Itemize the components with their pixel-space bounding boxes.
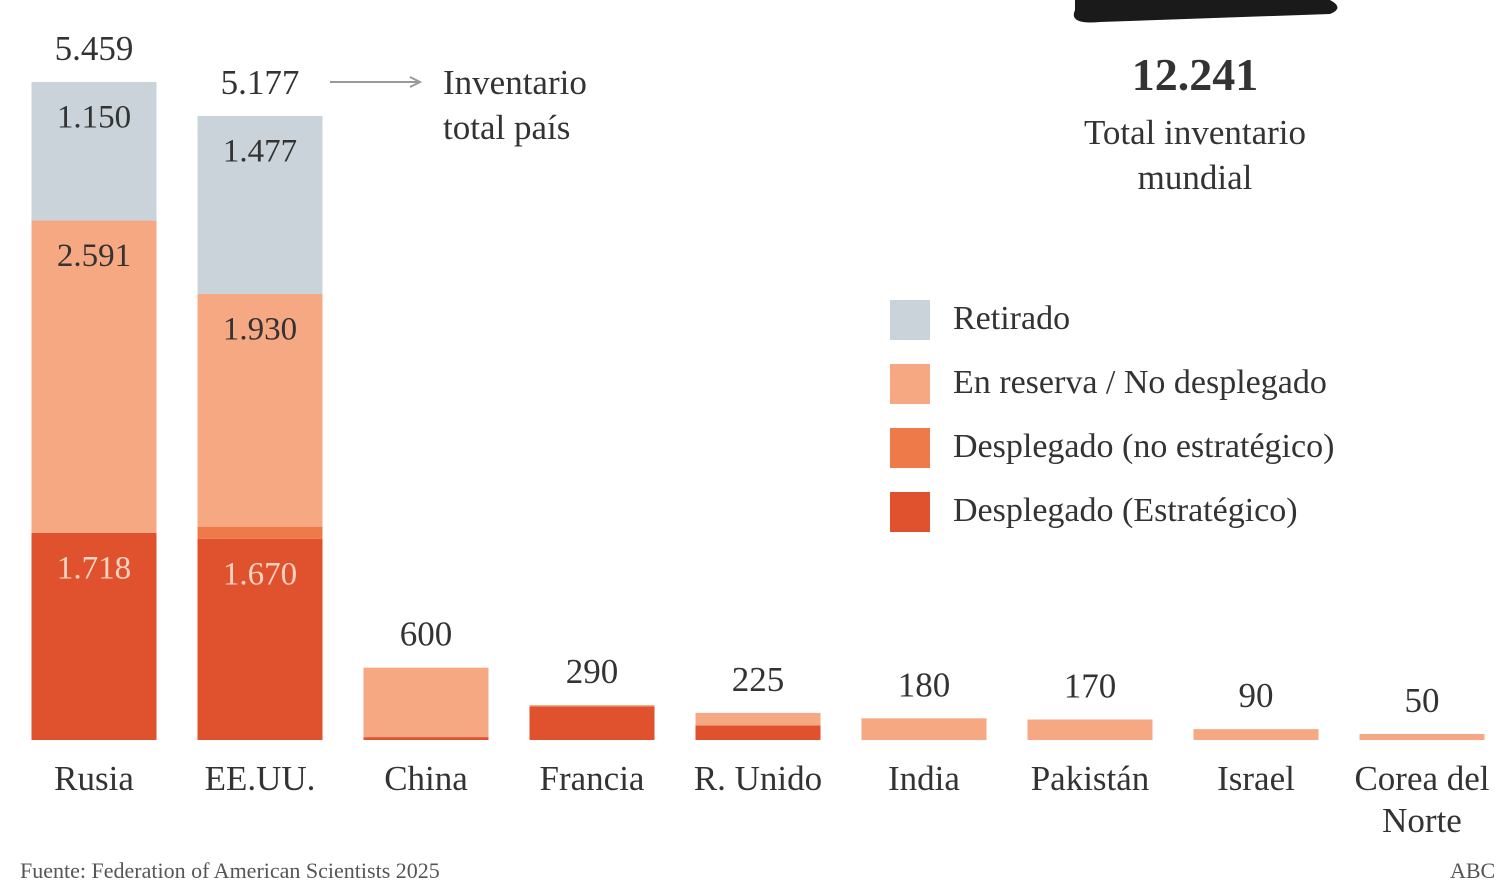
segment-label: 1.150 — [57, 100, 131, 136]
total-label: 50 — [1405, 681, 1440, 720]
total-label: 290 — [566, 652, 619, 691]
x-tick-label: Pakistán — [1030, 759, 1150, 798]
world-total-label: Total inventario mundial — [1083, 113, 1307, 197]
segment-label: 1.477 — [223, 134, 297, 170]
bar-segment — [1193, 729, 1319, 740]
bar-segment — [31, 81, 157, 221]
segment-label: 2.591 — [57, 238, 131, 274]
x-tick-label: EE.UU. — [204, 759, 316, 798]
segment-label: 1.718 — [57, 550, 131, 586]
legend-label: Desplegado (no estratégico) — [953, 428, 1334, 465]
country-total-note: Inventario total país — [443, 63, 587, 147]
legend-label: En reserva / No desplegado — [953, 364, 1327, 401]
bar-segment — [31, 532, 157, 740]
bar-segment — [529, 706, 655, 740]
bar-segment — [1027, 719, 1153, 740]
total-label: 225 — [732, 660, 785, 699]
bar-segment — [197, 115, 323, 294]
bar-segment — [695, 725, 821, 740]
source: Fuente: Federation of American Scientist… — [20, 858, 440, 881]
bar-segment — [363, 667, 489, 738]
bar-segment — [197, 526, 323, 539]
x-tick-label: China — [384, 759, 468, 798]
segment-label: 1.930 — [223, 312, 297, 348]
bar-segment — [861, 718, 987, 740]
world-total: 12.241 — [1131, 49, 1259, 100]
segment-label: 1.670 — [223, 556, 297, 592]
total-label: 180 — [898, 665, 951, 704]
total-label: 600 — [400, 615, 453, 654]
bar-segment — [1359, 733, 1485, 740]
bar-segment — [695, 712, 821, 726]
x-tick-label: Francia — [539, 759, 645, 798]
legend-swatch — [890, 300, 930, 340]
arrow-head — [409, 76, 423, 88]
bar-segment — [197, 293, 323, 527]
bar-segment — [31, 220, 157, 533]
legend-label: Retirado — [953, 300, 1070, 337]
x-tick-label: Israel — [1217, 759, 1295, 798]
x-tick-label: Corea del Norte — [1354, 759, 1490, 840]
total-label: 5.177 — [221, 63, 300, 102]
legend-swatch — [890, 492, 930, 532]
bar-segment — [197, 538, 323, 740]
missile-icon — [1073, 0, 1338, 23]
bar-segment — [529, 705, 655, 707]
total-label: 90 — [1239, 676, 1274, 715]
legend-swatch — [890, 364, 930, 404]
total-label: 5.459 — [55, 29, 134, 68]
legend-label: Desplegado (Estratégico) — [953, 492, 1298, 529]
x-tick-label: India — [888, 759, 960, 798]
x-tick-label: Rusia — [54, 759, 134, 798]
x-tick-label: R. Unido — [693, 759, 823, 798]
legend-swatch — [890, 428, 930, 468]
total-label: 170 — [1064, 667, 1117, 706]
bar-segment — [363, 737, 489, 740]
credit: ABC — [1450, 858, 1496, 881]
